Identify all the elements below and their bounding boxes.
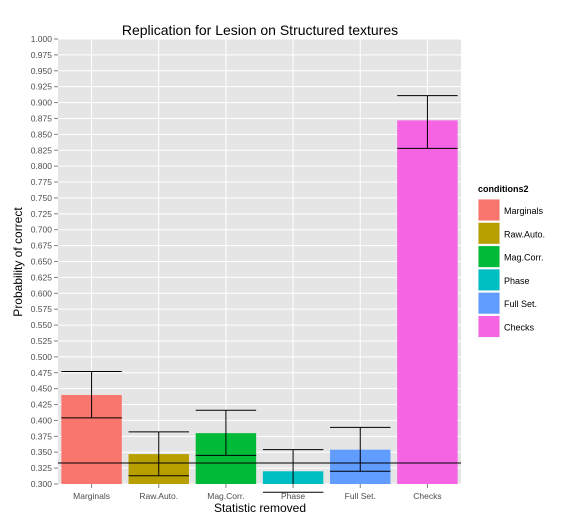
legend-swatch xyxy=(479,316,500,337)
legend-label: Full Set. xyxy=(504,299,537,309)
y-tick-label: 0.650 xyxy=(31,257,53,267)
legend-label: Marginals xyxy=(504,206,544,216)
legend-label: Phase xyxy=(504,276,530,286)
legend-label: Checks xyxy=(504,323,535,333)
y-tick-label: 0.300 xyxy=(31,479,53,489)
legend-swatch xyxy=(479,200,500,221)
legend-label: Raw.Auto. xyxy=(504,229,545,239)
y-tick-label: 0.550 xyxy=(31,320,53,330)
x-tick-label: Phase xyxy=(281,491,305,501)
y-tick-label: 0.675 xyxy=(31,241,53,251)
y-tick-label: 0.975 xyxy=(31,50,53,60)
legend-swatch xyxy=(479,223,500,244)
legend-title: conditions2 xyxy=(478,184,529,194)
x-tick-label: Mag.Corr. xyxy=(207,491,244,501)
y-tick-label: 0.875 xyxy=(31,113,53,123)
y-tick-label: 0.325 xyxy=(31,463,53,473)
y-tick-label: 0.350 xyxy=(31,447,53,457)
y-tick-label: 0.400 xyxy=(31,415,53,425)
y-tick-label: 0.900 xyxy=(31,98,53,108)
y-axis-title: Probability of correct xyxy=(11,207,25,317)
y-tick-label: 1.000 xyxy=(31,34,53,44)
legend-items: Marginals Raw.Auto. Mag.Corr. Phase Full Set… xyxy=(478,199,545,338)
y-tick-label: 0.525 xyxy=(31,336,53,346)
x-axis-ticks: Marginals Raw.Auto. Mag.Corr. Phase Full Set… xyxy=(73,484,441,501)
y-tick-label: 0.950 xyxy=(31,66,53,76)
y-tick-label: 0.800 xyxy=(31,161,53,171)
y-tick-label: 0.375 xyxy=(31,431,53,441)
x-tick-label: Raw.Auto. xyxy=(139,491,178,501)
y-tick-label: 0.500 xyxy=(31,352,53,362)
bar-checks xyxy=(397,120,457,484)
y-tick-label: 0.475 xyxy=(31,368,53,378)
x-tick-label: Checks xyxy=(413,491,441,501)
y-tick-label: 0.925 xyxy=(31,82,53,92)
y-tick-label: 0.725 xyxy=(31,209,53,219)
y-tick-label: 0.425 xyxy=(31,400,53,410)
legend: conditions2 Marginals Raw.Auto. Mag.Corr. P… xyxy=(478,184,545,338)
y-tick-label: 0.575 xyxy=(31,304,53,314)
y-tick-label: 0.600 xyxy=(31,288,53,298)
x-tick-label: Marginals xyxy=(73,491,110,501)
legend-swatch xyxy=(479,246,500,267)
legend-swatch xyxy=(479,293,500,314)
y-tick-label: 0.825 xyxy=(31,145,53,155)
y-tick-label: 0.775 xyxy=(31,177,53,187)
legend-swatch xyxy=(479,269,500,290)
x-axis-title: Statistic removed xyxy=(214,501,306,515)
legend-label: Mag.Corr. xyxy=(504,253,544,263)
y-axis-ticks: 0.300 0.325 0.350 0.375 0.400 0.425 0.450 0.475… xyxy=(31,34,58,489)
y-tick-label: 0.625 xyxy=(31,272,53,282)
x-tick-label: Full Set. xyxy=(345,491,376,501)
chart-title: Replication for Lesion on Structured tex… xyxy=(122,22,398,38)
y-tick-label: 0.450 xyxy=(31,384,53,394)
y-tick-label: 0.850 xyxy=(31,129,53,139)
y-tick-label: 0.750 xyxy=(31,193,53,203)
y-tick-label: 0.700 xyxy=(31,225,53,235)
